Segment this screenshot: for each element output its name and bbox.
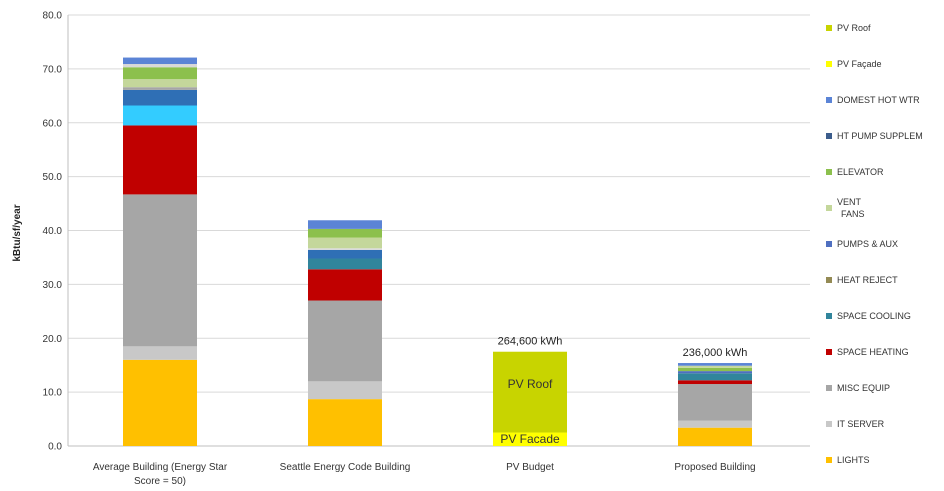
bar-segment bbox=[678, 427, 752, 446]
bar-segment bbox=[308, 220, 382, 229]
legend-label: DOMEST HOT WTR bbox=[837, 95, 920, 105]
legend: PV Roof PV Façade DOMEST HOT WTR HT PUMP SU… bbox=[826, 23, 923, 465]
bar-segment bbox=[123, 359, 197, 446]
legend-label: LIGHTS bbox=[837, 455, 870, 465]
legend-swatch bbox=[826, 241, 832, 247]
bar-segment bbox=[678, 373, 752, 381]
bar-segment bbox=[123, 79, 197, 88]
bar-segment bbox=[123, 64, 197, 68]
bar-segment bbox=[493, 351, 567, 433]
bar-segment bbox=[308, 248, 382, 250]
legend-label: VENT FANS bbox=[837, 197, 865, 219]
bar-segment bbox=[678, 365, 752, 368]
y-tick-label: 70.0 bbox=[43, 64, 63, 75]
bar-annotation: 264,600 kWh bbox=[498, 336, 563, 348]
bar-segment bbox=[678, 367, 752, 372]
bar-segment bbox=[678, 363, 752, 366]
legend-label: ELEVATOR bbox=[837, 167, 884, 177]
legend-swatch bbox=[826, 385, 832, 391]
bar-segment bbox=[308, 381, 382, 400]
bar-segment bbox=[308, 237, 382, 249]
bar-segment bbox=[493, 432, 567, 446]
bar-segment bbox=[123, 87, 197, 90]
y-tick-label: 80.0 bbox=[43, 11, 63, 22]
y-tick-label: 20.0 bbox=[43, 334, 63, 345]
legend-swatch bbox=[826, 169, 832, 175]
legend-label: PV Roof bbox=[837, 23, 871, 33]
bar-segment bbox=[123, 89, 197, 106]
legend-label: IT SERVER bbox=[837, 419, 885, 429]
x-category-label: PV Budget bbox=[506, 462, 554, 473]
legend-swatch bbox=[826, 133, 832, 139]
bar-segment bbox=[308, 399, 382, 446]
x-axis-labels: Average Building (Energy Star Score = 50)… bbox=[93, 462, 756, 487]
bar-segment bbox=[308, 228, 382, 238]
legend-label: SPACE COOLING bbox=[837, 311, 911, 321]
legend-swatch bbox=[826, 457, 832, 463]
annotations: PV Roof PV Facade 264,600 kWh 236,000 kWh bbox=[498, 336, 748, 446]
bar-segment bbox=[123, 194, 197, 347]
x-category-label: Seattle Energy Code Building bbox=[280, 462, 411, 473]
bar-segment bbox=[123, 125, 197, 195]
legend-swatch bbox=[826, 25, 832, 31]
legend-label: HEAT REJECT bbox=[837, 275, 898, 285]
legend-swatch bbox=[826, 205, 832, 211]
bar-annotation: 236,000 kWh bbox=[683, 347, 748, 359]
y-tick-label: 0.0 bbox=[48, 442, 62, 453]
y-tick-label: 30.0 bbox=[43, 280, 63, 291]
legend-label: MISC EQUIP bbox=[837, 383, 890, 393]
x-category-label: Average Building (Energy Star Score = 50) bbox=[93, 462, 228, 487]
legend-swatch bbox=[826, 277, 832, 283]
legend-label: SPACE HEATING bbox=[837, 347, 909, 357]
legend-label: PV Façade bbox=[837, 59, 882, 69]
legend-swatch bbox=[826, 97, 832, 103]
bar-segment bbox=[678, 420, 752, 428]
y-tick-label: 60.0 bbox=[43, 118, 63, 129]
bar-segment bbox=[308, 249, 382, 259]
bars bbox=[123, 57, 752, 446]
bar-segment bbox=[678, 371, 752, 374]
legend-swatch bbox=[826, 349, 832, 355]
bar-segment bbox=[123, 67, 197, 80]
y-axis-ticks: 0.0 10.0 20.0 30.0 40.0 50.0 60.0 70.0 80.0 bbox=[43, 11, 63, 453]
legend-label: PUMPS & AUX bbox=[837, 239, 898, 249]
in-bar-label: PV Facade bbox=[500, 432, 560, 446]
bar-segment bbox=[308, 300, 382, 382]
bar-segment bbox=[678, 380, 752, 385]
y-axis-label: kBtu/sf/year bbox=[12, 204, 23, 261]
bar-segment bbox=[308, 269, 382, 301]
bar-segment bbox=[678, 384, 752, 421]
bar-segment bbox=[123, 105, 197, 126]
bar-segment bbox=[123, 57, 197, 65]
legend-label: HT PUMP SUPPLEM bbox=[837, 131, 923, 141]
y-tick-label: 10.0 bbox=[43, 388, 63, 399]
legend-swatch bbox=[826, 313, 832, 319]
y-tick-label: 50.0 bbox=[43, 172, 63, 183]
bar-segment bbox=[308, 258, 382, 270]
bar-segment bbox=[123, 346, 197, 360]
legend-swatch bbox=[826, 61, 832, 67]
in-bar-label: PV Roof bbox=[508, 377, 553, 391]
legend-swatch bbox=[826, 421, 832, 427]
y-tick-label: 40.0 bbox=[43, 226, 63, 237]
x-category-label: Proposed Building bbox=[674, 462, 755, 473]
